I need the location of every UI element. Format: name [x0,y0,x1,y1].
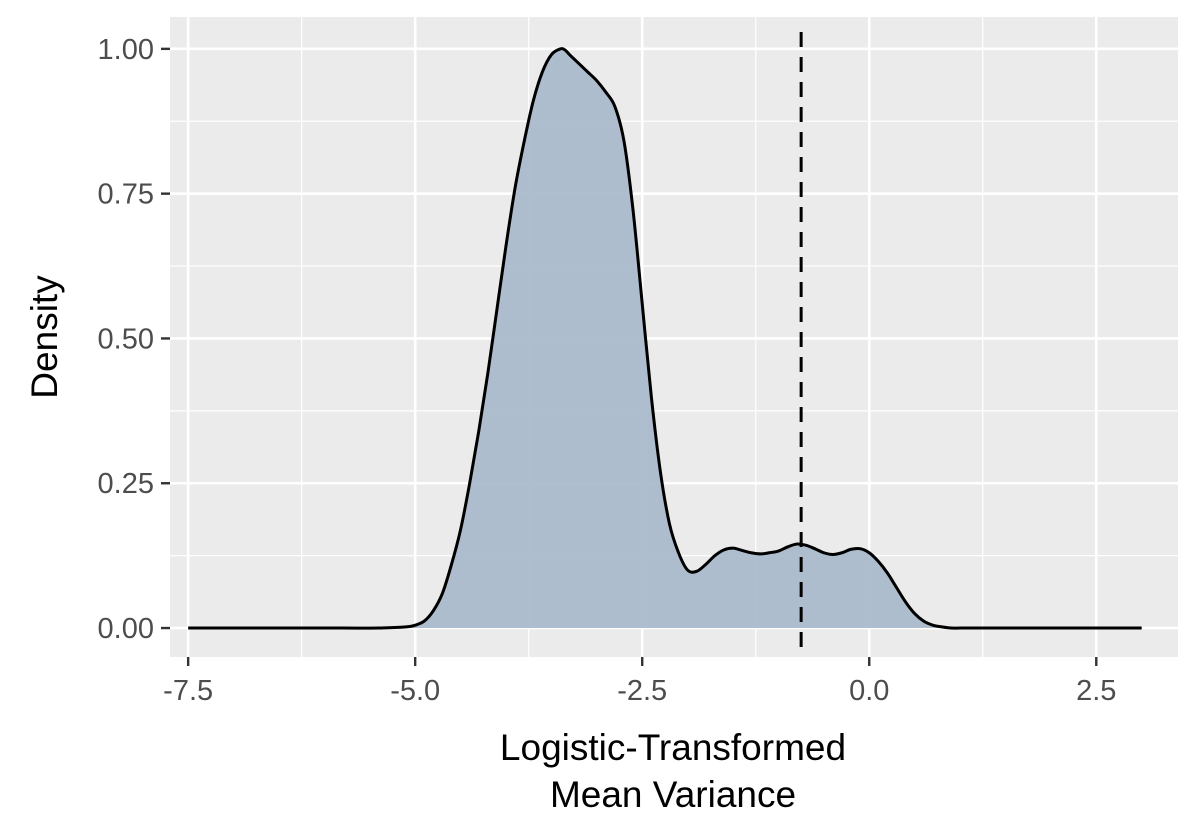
y-axis-ticks: 0.00 0.25 0.50 0.75 1.00 [98,34,170,645]
y-tick-label: 0.75 [98,179,154,211]
x-axis-ticks: -7.5 -5.0 -2.5 0.0 2.5 [163,657,1116,707]
x-axis-title-line-2: Mean Variance [550,774,796,815]
x-axis-title-line-1: Logistic-Transformed [500,727,846,768]
density-area [188,48,1142,629]
x-tick-label: 0.0 [849,675,889,707]
x-tick-label: 2.5 [1076,675,1116,707]
y-tick-label: 0.25 [98,468,154,500]
x-tick-label: -7.5 [163,675,213,707]
y-tick-label: 0.00 [98,613,154,645]
x-tick-label: -2.5 [617,675,667,707]
x-tick-label: -5.0 [390,675,440,707]
y-tick-label: 0.50 [98,323,154,355]
y-axis-title: Density [24,275,65,399]
y-tick-label: 1.00 [98,34,154,66]
density-line [188,47,1142,630]
